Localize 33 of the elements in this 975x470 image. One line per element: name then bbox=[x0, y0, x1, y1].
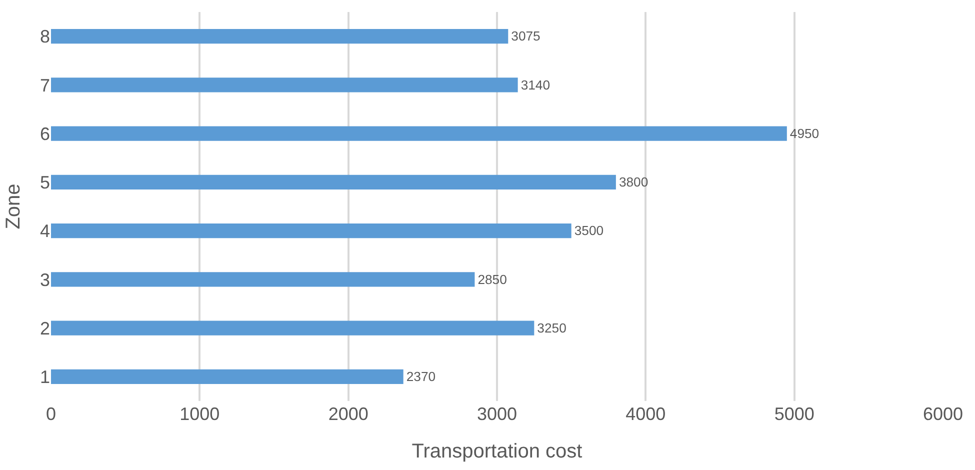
bar bbox=[51, 174, 616, 190]
x-axis-title: Transportation cost bbox=[412, 440, 583, 462]
bar bbox=[51, 29, 508, 44]
x-tick-label: 4000 bbox=[626, 404, 666, 424]
x-tick-label: 6000 bbox=[922, 404, 964, 424]
bar bbox=[51, 320, 534, 336]
y-tick-label: 6 bbox=[40, 124, 50, 144]
x-tick-label: 1000 bbox=[180, 404, 220, 424]
bar bbox=[51, 126, 787, 141]
y-tick-label: 3 bbox=[40, 270, 50, 290]
y-tick-label: 4 bbox=[40, 221, 50, 242]
data-label: 3800 bbox=[618, 174, 648, 190]
y-axis-title: Zone bbox=[2, 184, 24, 230]
y-tick-label: 7 bbox=[40, 75, 50, 96]
x-tick-label: 3000 bbox=[476, 404, 518, 424]
data-label: 3250 bbox=[537, 320, 566, 336]
data-label: 2850 bbox=[478, 272, 507, 287]
bar bbox=[51, 224, 572, 238]
data-label: 3500 bbox=[574, 223, 604, 238]
data-label: 4950 bbox=[790, 126, 820, 141]
y-tick-label: 5 bbox=[40, 172, 50, 192]
bar bbox=[51, 78, 518, 92]
x-tick-label: 0 bbox=[46, 404, 56, 424]
x-tick-label: 2000 bbox=[328, 404, 368, 424]
x-tick-label: 5000 bbox=[774, 404, 814, 424]
data-label: 3140 bbox=[520, 77, 550, 92]
y-tick-label: 1 bbox=[40, 366, 50, 387]
bar bbox=[51, 369, 404, 384]
data-label: 2370 bbox=[406, 369, 436, 384]
data-label: 3075 bbox=[511, 28, 540, 44]
y-tick-label: 2 bbox=[40, 318, 50, 338]
y-tick-label: 8 bbox=[40, 26, 50, 47]
bar bbox=[51, 272, 475, 287]
